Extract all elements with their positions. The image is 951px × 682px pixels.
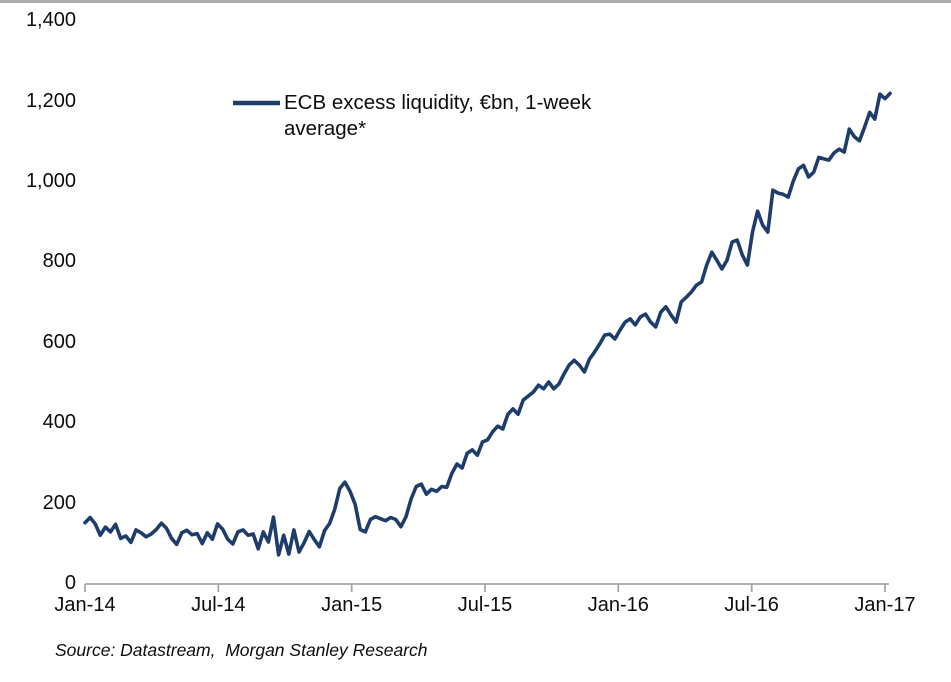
x-tick-label: Jan-16: [587, 594, 649, 616]
x-tick-label: Jan-14: [54, 594, 116, 616]
y-tick-label: 0: [64, 572, 76, 594]
y-tick-label: 200: [42, 491, 76, 514]
y-tick-label: 1,000: [25, 170, 76, 192]
series-line: [83, 91, 892, 557]
top-border-rule: [0, 0, 951, 3]
legend-line-sample-icon: [233, 100, 280, 106]
x-tick-label: Jul-15: [457, 594, 513, 616]
y-tick-label: 400: [42, 411, 76, 434]
legend-label: ECB excess liquidity, €bn, 1-week averag…: [284, 91, 592, 140]
y-tick-label: 1,400: [25, 9, 76, 32]
y-tick-label: 1,200: [25, 89, 76, 112]
source-note: Source: Datastream, Morgan Stanley Resea…: [55, 640, 428, 660]
y-tick-label: 800: [42, 250, 76, 273]
x-tick-label: Jul-14: [191, 594, 246, 616]
legend: ECB excess liquidity, €bn, 1-week averag…: [232, 90, 591, 142]
x-tick-label: Jul-16: [724, 594, 779, 616]
x-tick-label: Jan-15: [321, 594, 383, 616]
x-tick-label: Jan-17: [854, 594, 916, 616]
y-tick-label: 600: [42, 330, 76, 353]
